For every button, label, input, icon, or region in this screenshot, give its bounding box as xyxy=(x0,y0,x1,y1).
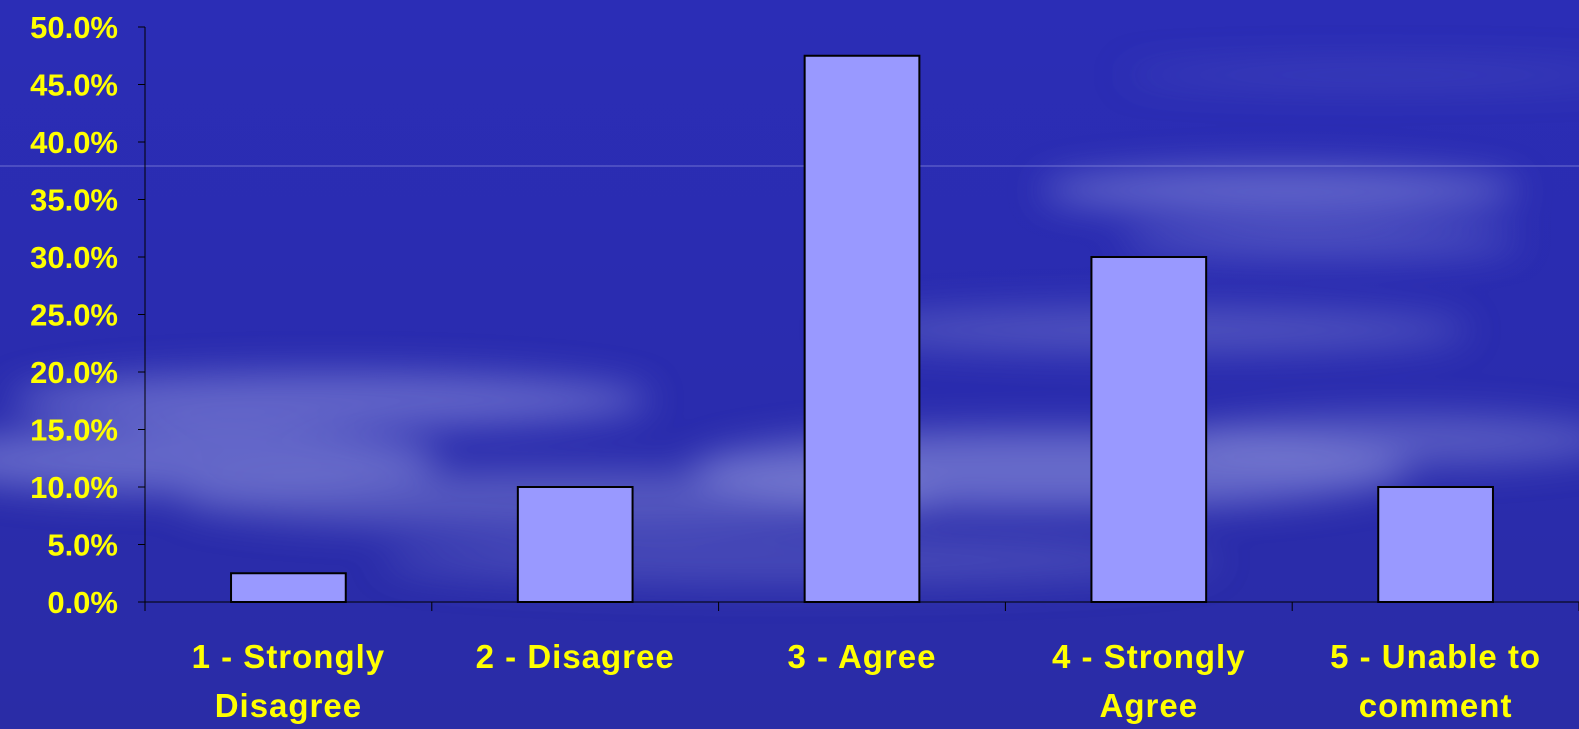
y-tick-label: 20.0% xyxy=(30,355,118,390)
x-axis: 1 - Strongly Disagree 2 - Disagree 3 - Agre… xyxy=(144,601,1579,724)
y-tick-label: 40.0% xyxy=(30,125,118,160)
y-tick-label: 5.0% xyxy=(47,528,118,563)
x-tick-label: 1 - Strongly Disagree xyxy=(192,638,386,724)
bar xyxy=(516,486,634,603)
x-tick-label: 2 - Disagree xyxy=(476,638,675,675)
y-tick-label: 35.0% xyxy=(30,183,118,218)
y-axis: 0.0% 5.0% 10.0% 15.0% 20.0% 25.0% 30.0% 35.0% 40… xyxy=(30,10,146,620)
y-tick-label: 10.0% xyxy=(30,470,118,505)
x-tick-label: 3 - Agree xyxy=(788,638,937,675)
y-tick-label: 30.0% xyxy=(30,240,118,275)
bar xyxy=(230,572,347,603)
y-tick-label: 50.0% xyxy=(30,10,118,45)
bar xyxy=(1090,256,1208,603)
bar-series xyxy=(230,54,1494,603)
x-tick-label: 5 - Unable to comment xyxy=(1330,638,1541,724)
y-tick-label: 45.0% xyxy=(30,68,118,103)
y-tick-label: 25.0% xyxy=(30,298,118,333)
bar xyxy=(803,54,921,603)
bar xyxy=(1377,486,1494,603)
y-tick-label: 0.0% xyxy=(47,585,118,620)
x-tick-label: 4 - Strongly Agree xyxy=(1052,638,1246,724)
y-tick-label: 15.0% xyxy=(30,413,118,448)
